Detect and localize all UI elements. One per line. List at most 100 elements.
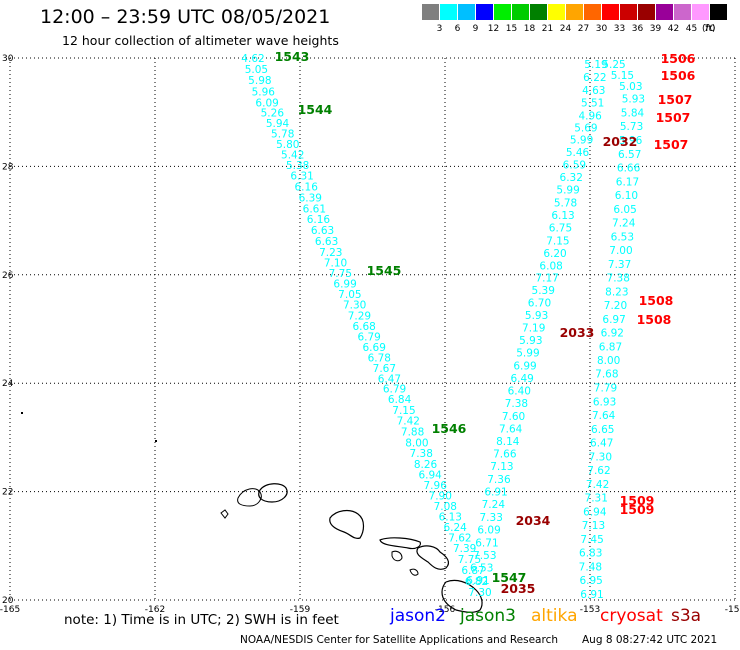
hawaiian-islands (21, 412, 483, 613)
pass-time-label: 1508 (639, 293, 674, 308)
wave-height-value: 6.40 (508, 386, 531, 398)
wave-height-value: 5.03 (619, 81, 642, 93)
map-subtitle: 12 hour collection of altimeter wave hei… (62, 33, 339, 48)
wave-height-value: 6.99 (513, 360, 536, 372)
wave-height-value: 7.36 (487, 474, 511, 486)
colorbar-tick-label: 45 (685, 24, 698, 34)
colorbar-swatch (710, 4, 727, 20)
lat-tick-label: 20 (2, 596, 14, 606)
legend-item-jason2: jason2 (390, 606, 446, 626)
pass-time-label: 2033 (560, 325, 595, 340)
wave-height-value: 5.93 (622, 94, 645, 106)
lat-tick-label: 22 (2, 488, 13, 498)
wave-height-value: 6.99 (333, 279, 356, 291)
footer-credit: NOAA/NESDIS Center for Satellite Applica… (240, 634, 558, 646)
wave-height-value: 6.32 (560, 172, 583, 184)
pass-time-label: 1544 (298, 102, 333, 117)
lat-tick-label: 30 (2, 54, 14, 64)
colorbar-tick-label: 12 (487, 24, 500, 34)
lon-tick-label: -165 (0, 605, 20, 615)
wave-height-value: 5.78 (554, 197, 577, 209)
wave-height-value: 5.78 (271, 128, 294, 140)
wave-height-value: 5.98 (248, 75, 271, 87)
wave-height-value: 6.24 (443, 522, 467, 534)
wave-height-value: 6.09 (477, 525, 500, 537)
wave-height-value: 7.39 (453, 543, 476, 555)
wave-height-value: 6.91 (580, 589, 603, 601)
wave-height-value: 7.42 (397, 416, 420, 428)
wave-height-value: 6.10 (615, 190, 638, 202)
wave-height-value: 7.00 (609, 245, 632, 257)
wave-height-value: 6.66 (617, 163, 641, 175)
wave-height-value: 7.79 (594, 382, 617, 394)
wave-height-value: 7.33 (480, 512, 503, 524)
wave-height-value: 6.91 (484, 486, 507, 498)
wave-height-value: 6.97 (602, 314, 625, 326)
colorbar-swatch (476, 4, 493, 20)
wave-height-value: 7.30 (343, 300, 366, 312)
wave-height-value: 6.69 (363, 342, 386, 354)
wave-height-value: 7.30 (468, 587, 491, 599)
lon-tick-label: -159 (290, 605, 311, 615)
wave-height-value: 7.67 (373, 363, 396, 375)
wave-height-value: 5.73 (620, 121, 643, 133)
wave-height-value: 7.53 (473, 550, 496, 562)
pass-time-label: 1509 (620, 502, 655, 517)
pass-time-label: 1506 (661, 51, 696, 66)
pass-time-label: 2034 (516, 513, 551, 528)
wave-height-value: 7.64 (499, 423, 523, 435)
wave-height-value: 7.24 (482, 499, 506, 511)
lon-tick-label: -150 (725, 605, 740, 615)
wave-height-value: 5.96 (619, 135, 643, 147)
wave-height-value: 7.42 (586, 479, 609, 491)
legend-item-altika: altika (531, 606, 578, 626)
islet-dot (155, 440, 157, 442)
wave-height-value: 6.79 (383, 384, 406, 396)
island-maui (416, 545, 450, 570)
wave-height-value: 5.39 (532, 285, 555, 297)
colorbar-swatch (512, 4, 529, 20)
colorbar-swatch (530, 4, 547, 20)
wave-height-value: 6.70 (528, 297, 551, 309)
wave-height-value: 7.15 (546, 235, 569, 247)
island-kahoolawe (409, 568, 419, 576)
wave-height-value: 7.13 (490, 461, 513, 473)
wave-height-value: 6.05 (613, 204, 636, 216)
island-kauai (237, 488, 262, 507)
colorbar-tick-label: 15 (505, 24, 518, 34)
wave-height-value: 6.20 (543, 248, 566, 260)
wave-height-value: 6.47 (378, 373, 401, 385)
wave-height-value: 6.13 (551, 210, 574, 222)
wave-height-value: 6.08 (539, 260, 562, 272)
legend-item-s3a: s3a (671, 606, 702, 626)
wave-height-value: 7.30 (589, 451, 612, 463)
wave-height-value: 7.62 (448, 533, 471, 545)
colorbar-tick-label: 70 (703, 24, 716, 34)
wave-height-value: 7.20 (604, 300, 627, 312)
map-title: 12:00 – 23:59 UTC 08/05/2021 (40, 6, 331, 28)
colorbar-tick-label: 42 (667, 24, 680, 34)
wave-height-value: 7.10 (324, 257, 347, 269)
colorbar-swatch (494, 4, 511, 20)
wave-height-value: 6.79 (357, 331, 380, 343)
colorbar-tick-label: 9 (472, 24, 479, 34)
colorbar-swatch (656, 4, 673, 20)
wave-height-value: 7.68 (595, 369, 618, 381)
wave-height-value: 5.15 (611, 70, 634, 82)
wave-height-value: 6.63 (315, 236, 338, 248)
wave-height-value: 6.61 (303, 203, 326, 215)
wave-height-value: 7.66 (493, 449, 517, 461)
colorbar-tick-label: 33 (613, 24, 626, 34)
wave-height-value: 6.91 (466, 575, 489, 587)
island-lanai (391, 550, 403, 562)
colorbar-swatch (584, 4, 601, 20)
legend-item-jason3: jason3 (460, 606, 516, 626)
wave-height-value: 6.57 (618, 149, 641, 161)
wave-height-value: 4.96 (578, 110, 602, 122)
wave-height-value: 6.84 (388, 394, 412, 406)
wave-height-value: 6.63 (311, 225, 334, 237)
colorbar-swatch (620, 4, 637, 20)
wave-height-value: 6.59 (563, 159, 586, 171)
pass-time-label: 1507 (654, 137, 689, 152)
